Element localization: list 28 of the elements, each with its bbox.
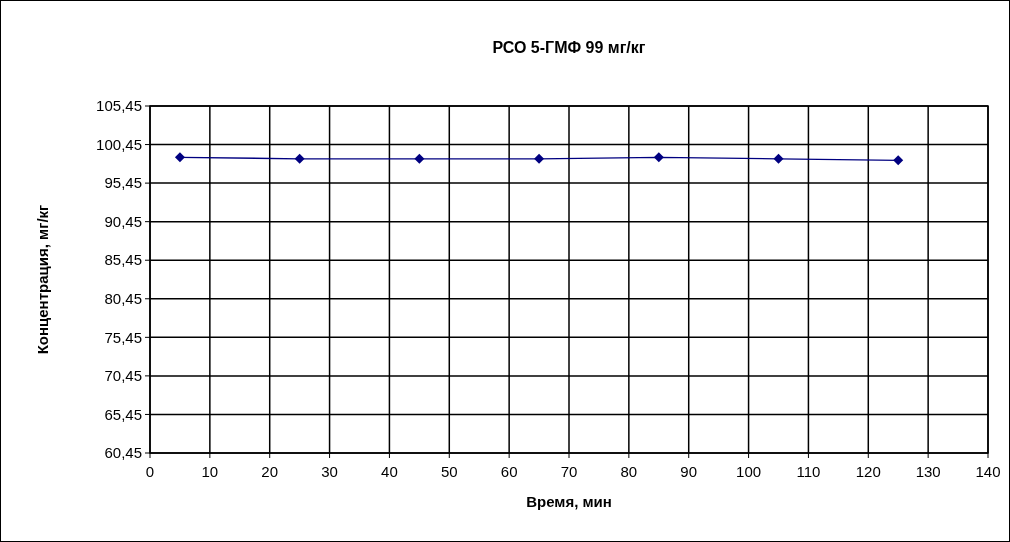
x-tick-label: 10 — [201, 463, 219, 480]
x-tick-label: 30 — [321, 463, 338, 480]
y-tick-label: 100,45 — [96, 135, 142, 153]
x-tick-label: 60 — [500, 463, 518, 480]
y-tick-label: 60,45 — [104, 444, 142, 462]
x-tick-label: 40 — [381, 463, 398, 480]
y-axis-title: Концентрация, мг/кг — [34, 204, 51, 355]
y-tick-label: 70,45 — [104, 367, 142, 385]
y-tick-label: 85,45 — [104, 251, 142, 269]
x-tick-label: 140 — [975, 463, 1001, 480]
x-tick-label: 0 — [145, 463, 155, 480]
x-tick-label: 130 — [915, 463, 941, 480]
x-tick-label: 80 — [620, 463, 638, 480]
y-tick-label: 75,45 — [104, 328, 142, 346]
x-tick-label: 100 — [736, 463, 762, 480]
y-tick-label: 105,45 — [96, 97, 142, 115]
chart-title: РСО 5-ГМФ 99 мг/кг — [492, 39, 646, 56]
x-axis-title: Время, мин — [526, 493, 612, 510]
y-tick-label: 95,45 — [104, 174, 142, 192]
y-tick-label: 90,45 — [104, 212, 142, 230]
x-tick-label: 120 — [855, 463, 881, 480]
x-tick-label: 20 — [261, 463, 279, 480]
y-tick-label: 80,45 — [104, 290, 142, 308]
x-tick-label: 70 — [560, 463, 578, 480]
x-tick-label: 110 — [796, 463, 821, 480]
x-tick-label: 50 — [440, 463, 458, 480]
y-tick-label: 65,45 — [104, 405, 142, 423]
x-tick-label: 90 — [680, 463, 698, 480]
